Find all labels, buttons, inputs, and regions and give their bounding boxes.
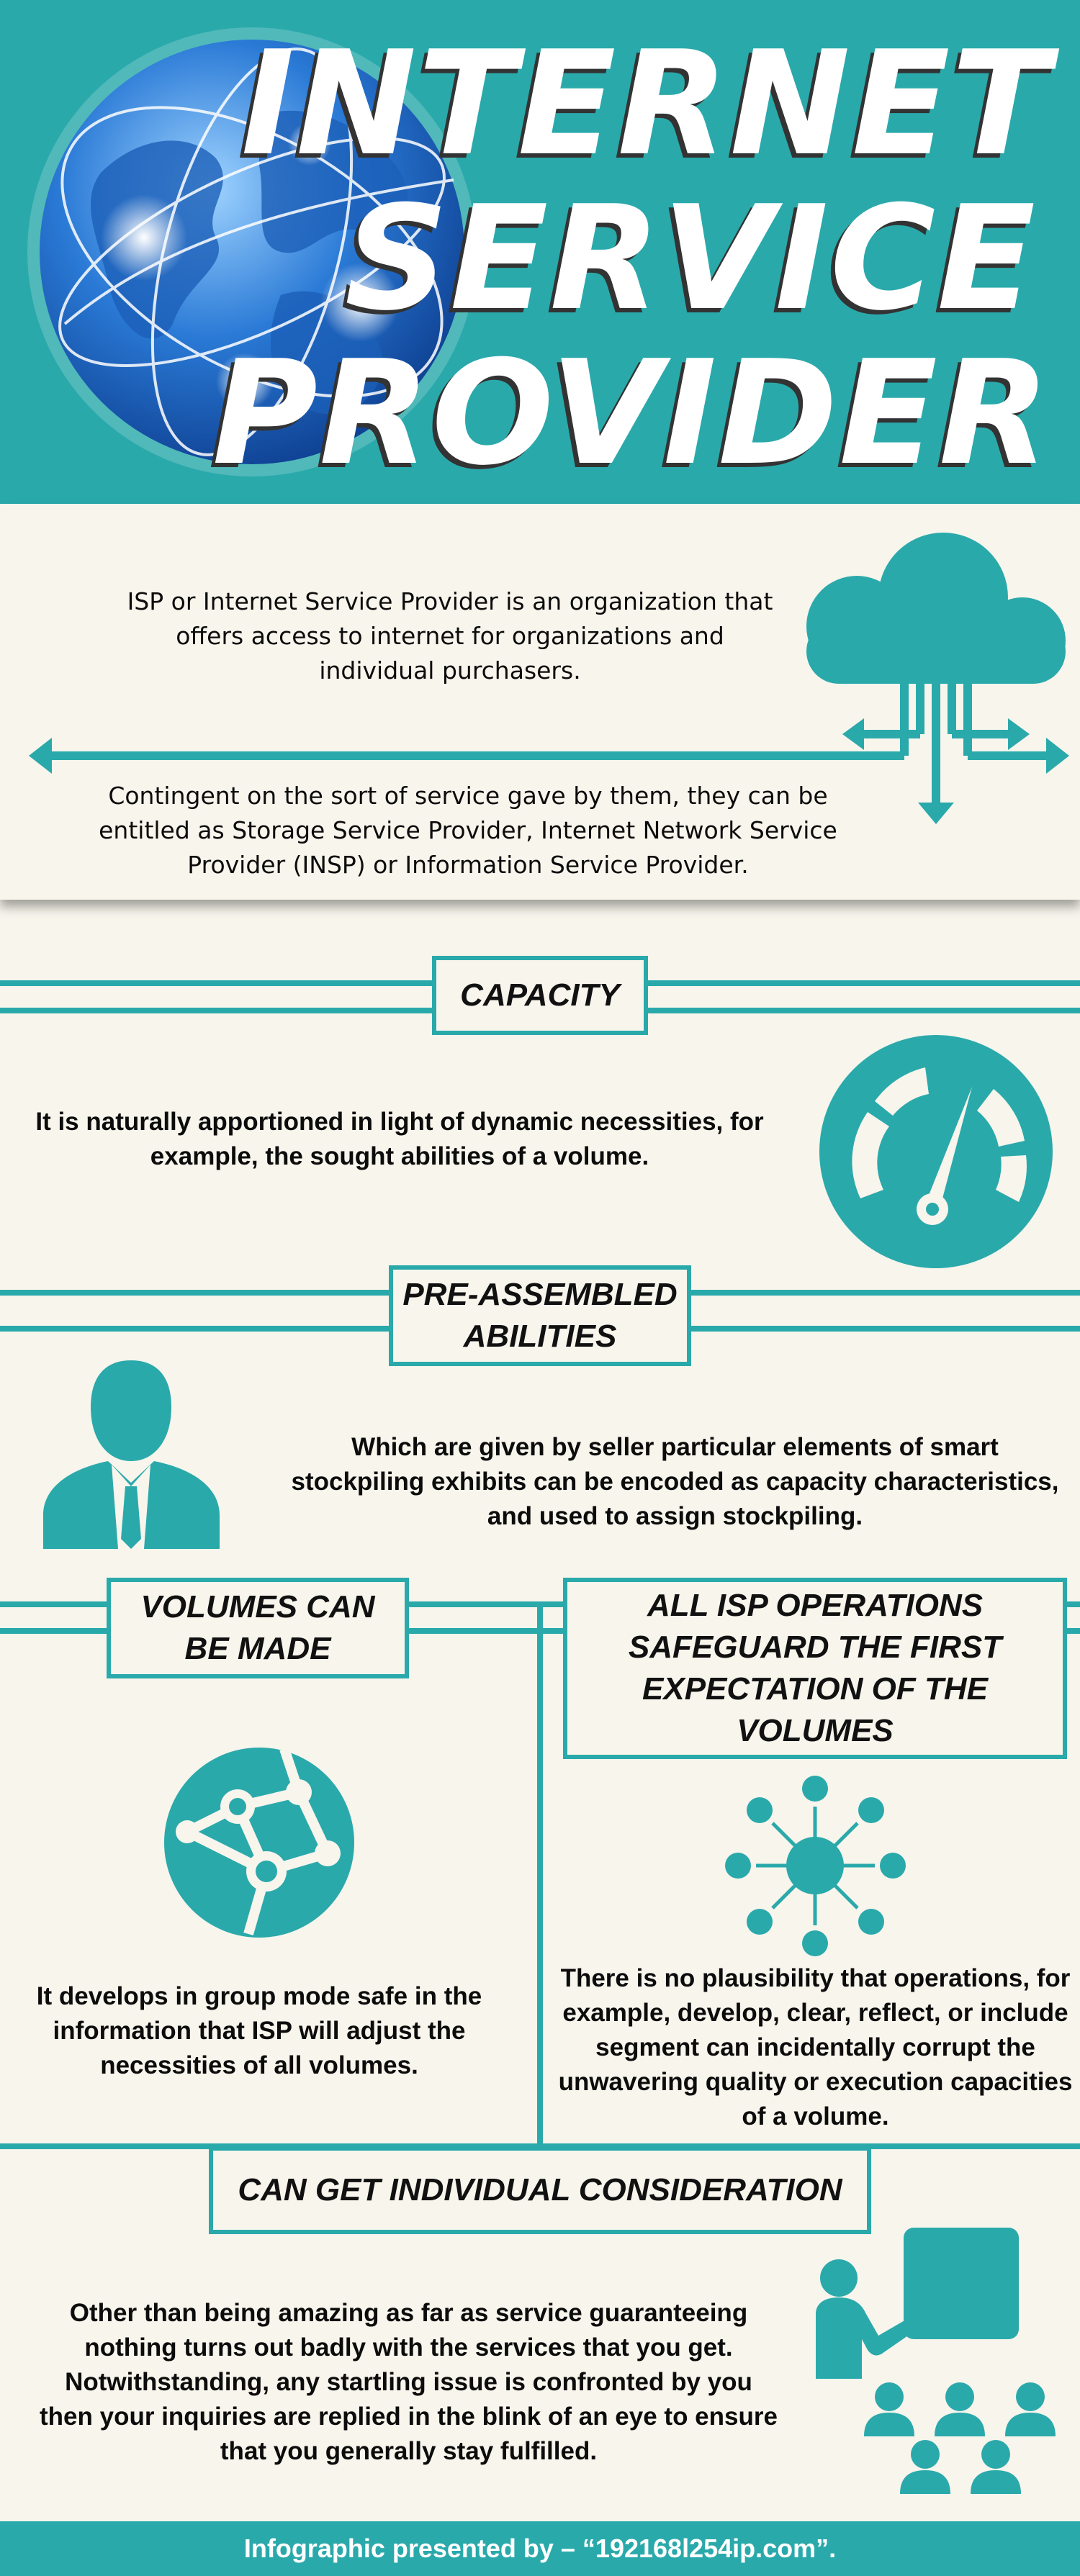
presentation-audience-icon	[810, 2224, 1069, 2498]
capacity-heading-box: CAPACITY	[432, 956, 648, 1035]
footer-text: Infographic presented by – “192168l254ip…	[243, 2534, 837, 2563]
footer-bar: Infographic presented by – “192168l254ip…	[0, 2521, 1080, 2576]
preassembled-heading-line-2: ABILITIES	[463, 1319, 617, 1354]
operations-heading-line-2: SAFEGUARD THE FIRST	[628, 1630, 1002, 1665]
preassembled-text: Which are given by seller particular ele…	[291, 1433, 1059, 1530]
preassembled-heading-box: PRE-ASSEMBLED ABILITIES	[389, 1265, 691, 1366]
capacity-heading: CAPACITY	[460, 977, 620, 1013]
preassembled-heading-line-1: PRE-ASSEMBLED	[402, 1277, 678, 1312]
volumes-heading-line-1: VOLUMES CAN	[140, 1589, 375, 1624]
volumes-heading-box: VOLUMES CAN BE MADE	[107, 1578, 409, 1678]
operations-text: There is no plausibility that operations…	[558, 1964, 1073, 2130]
network-globe-icon	[162, 1745, 356, 1940]
operations-heading-box: ALL ISP OPERATIONS SAFEGUARD THE FIRST E…	[563, 1578, 1067, 1759]
volumes-heading-line-2: BE MADE	[184, 1631, 331, 1666]
intro-paragraph-1: ISP or Internet Service Provider is an o…	[127, 587, 773, 684]
title-line-1: INTERNET	[240, 20, 1051, 188]
hub-spokes-icon	[724, 1774, 907, 1958]
consideration-heading: CAN GET INDIVIDUAL CONSIDERATION	[238, 2172, 842, 2207]
title-line-3: PROVIDER	[212, 330, 1051, 497]
consideration-text: Other than being amazing as far as servi…	[40, 2299, 778, 2465]
globe-icon	[22, 22, 482, 482]
consideration-heading-box: CAN GET INDIVIDUAL CONSIDERATION	[209, 2146, 871, 2234]
speedometer-icon	[817, 1033, 1055, 1270]
grid-vertical-divider	[537, 1601, 543, 2148]
capacity-text: It is naturally apportioned in light of …	[35, 1108, 764, 1170]
cloud-network-icon	[0, 518, 1080, 842]
intro-paragraph-2: Contingent on the sort of service gave b…	[99, 782, 837, 879]
volumes-text: It develops in group mode safe in the in…	[36, 1982, 482, 2079]
operations-heading-line-3: EXPECTATION OF THE VOLUMES	[642, 1671, 988, 1748]
operations-heading-line-1: ALL ISP OPERATIONS	[647, 1588, 984, 1623]
businessman-icon	[43, 1360, 220, 1549]
title-line-2: SERVICE	[344, 175, 1037, 343]
